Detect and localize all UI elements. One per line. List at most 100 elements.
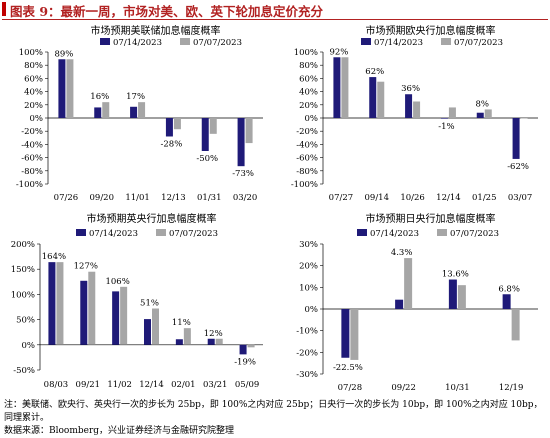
bar-s2 bbox=[215, 338, 223, 345]
data-label: 106% bbox=[105, 277, 129, 287]
bar-s2 bbox=[88, 271, 96, 345]
y-tick-label: 200% bbox=[11, 240, 35, 250]
y-tick-label: -20% bbox=[296, 348, 318, 358]
legend-label: 07/14/2023 bbox=[370, 229, 419, 239]
bar-s1 bbox=[201, 118, 209, 151]
y-tick-label: 0% bbox=[30, 114, 44, 124]
data-label: 8% bbox=[476, 99, 490, 109]
y-tick-label: 0% bbox=[22, 341, 36, 351]
data-label: 51% bbox=[140, 299, 159, 309]
legend-swatch bbox=[180, 38, 190, 45]
y-tick-label: -40% bbox=[296, 140, 318, 150]
y-tick-label: 10% bbox=[299, 283, 318, 293]
x-tick-label: 03/21 bbox=[203, 380, 228, 390]
bar-s2 bbox=[120, 286, 128, 345]
y-tick-label: -50% bbox=[13, 366, 35, 376]
bar-s2 bbox=[245, 118, 253, 144]
data-label: 62% bbox=[365, 67, 384, 77]
figure-title: 图表 9：最新一周，市场对美、欧、英下轮加息定价充分 bbox=[2, 0, 548, 20]
bar-s2 bbox=[102, 102, 110, 118]
legend-swatch bbox=[76, 229, 86, 236]
data-label: -19% bbox=[234, 357, 256, 367]
legend-swatch bbox=[437, 229, 447, 236]
x-tick-label: 12/14 bbox=[139, 380, 164, 390]
bar-s1 bbox=[237, 118, 245, 167]
x-tick-label: 03/07 bbox=[508, 193, 533, 203]
y-tick-label: 40% bbox=[24, 88, 43, 98]
bar-s2 bbox=[484, 109, 492, 118]
bar-s2 bbox=[173, 118, 181, 130]
bar-s2 bbox=[520, 118, 528, 119]
legend-label: 07/14/2023 bbox=[89, 229, 138, 239]
data-label: 92% bbox=[329, 47, 348, 57]
bar-s2 bbox=[247, 344, 255, 348]
y-tick-label: 30% bbox=[299, 240, 318, 250]
x-tick-label: 09/14 bbox=[365, 193, 390, 203]
chart-title: 市场预期美联储加息幅度概率 bbox=[91, 24, 221, 37]
y-tick-label: 100% bbox=[19, 48, 43, 58]
x-tick-label: 12/13 bbox=[161, 193, 186, 203]
bar-s1 bbox=[207, 338, 215, 345]
bar-s1 bbox=[341, 309, 350, 358]
bar-s1 bbox=[333, 57, 341, 118]
y-tick-label: -40% bbox=[21, 140, 43, 150]
bar-s1 bbox=[144, 319, 151, 345]
bar-s2 bbox=[350, 309, 359, 360]
data-label: -1% bbox=[438, 122, 454, 132]
legend-label: 07/07/2023 bbox=[169, 229, 218, 239]
bar-s1 bbox=[440, 118, 448, 119]
x-tick-label: 09/22 bbox=[391, 383, 416, 393]
data-label: 12% bbox=[204, 329, 223, 339]
data-label: 17% bbox=[126, 92, 145, 102]
chart-title: 市场预期英央行加息幅度概率 bbox=[87, 212, 217, 225]
bar-s1 bbox=[512, 118, 520, 159]
bar-s2 bbox=[457, 285, 466, 309]
footnote-line2: 数据来源：Bloomberg，兴业证券经济与金融研究院整理 bbox=[4, 426, 235, 436]
bar-s1 bbox=[130, 106, 138, 118]
y-tick-label: 0% bbox=[305, 114, 319, 124]
y-tick-label: -30% bbox=[296, 370, 318, 380]
x-tick-label: 10/26 bbox=[400, 193, 425, 203]
legend-label: 07/07/2023 bbox=[193, 38, 242, 48]
x-tick-label: 03/20 bbox=[233, 193, 258, 203]
chart-boe: 市场预期英央行加息幅度概率 07/14/2023 07/07/2023 -50% 0% 5… bbox=[11, 212, 263, 390]
legend-label: 07/07/2023 bbox=[450, 229, 499, 239]
bar-s1 bbox=[165, 118, 173, 137]
y-tick-label: 100% bbox=[11, 290, 35, 300]
legend-label: 07/14/2023 bbox=[374, 38, 423, 48]
data-label: 13.6% bbox=[442, 270, 469, 280]
bar-s1 bbox=[369, 77, 377, 118]
bar-s1 bbox=[448, 279, 457, 309]
x-tick-label: 07/27 bbox=[329, 193, 354, 203]
bar-s1 bbox=[58, 59, 66, 118]
y-tick-label: -20% bbox=[296, 127, 318, 137]
bar-s2 bbox=[511, 309, 520, 341]
title-rule bbox=[2, 19, 548, 20]
data-label: 16% bbox=[90, 92, 109, 102]
legend-swatch bbox=[357, 229, 367, 236]
y-tick-label: 100% bbox=[294, 48, 318, 58]
y-tick-label: 20% bbox=[24, 101, 43, 111]
y-tick-label: -10% bbox=[296, 327, 318, 337]
y-tick-label: 20% bbox=[299, 262, 318, 272]
bar-s2 bbox=[56, 262, 64, 345]
bar-s1 bbox=[405, 94, 413, 118]
y-tick-label: -20% bbox=[21, 127, 43, 137]
bar-s1 bbox=[239, 344, 247, 355]
data-label: 89% bbox=[54, 49, 73, 59]
bar-s2 bbox=[152, 308, 159, 345]
bar-s2 bbox=[66, 59, 74, 118]
x-tick-label: 10/31 bbox=[445, 383, 470, 393]
legend-swatch bbox=[361, 38, 371, 45]
y-tick-label: -100% bbox=[16, 180, 43, 190]
data-label: -28% bbox=[161, 139, 183, 149]
legend-swatch bbox=[100, 38, 110, 45]
y-tick-label: 80% bbox=[24, 61, 43, 71]
data-label: -22.5% bbox=[333, 363, 363, 373]
y-tick-label: 150% bbox=[11, 265, 35, 275]
data-label: -73% bbox=[232, 169, 254, 179]
bar-s1 bbox=[476, 112, 484, 118]
y-tick-label: -60% bbox=[296, 154, 318, 164]
